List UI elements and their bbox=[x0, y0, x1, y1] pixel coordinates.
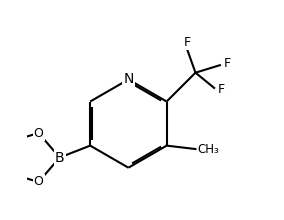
Text: F: F bbox=[218, 83, 225, 96]
Text: CH₃: CH₃ bbox=[197, 143, 219, 156]
Text: N: N bbox=[123, 72, 133, 86]
Text: O: O bbox=[34, 176, 43, 189]
Text: F: F bbox=[183, 36, 191, 49]
Text: F: F bbox=[224, 57, 231, 70]
Text: O: O bbox=[34, 126, 43, 139]
Text: B: B bbox=[55, 150, 64, 165]
